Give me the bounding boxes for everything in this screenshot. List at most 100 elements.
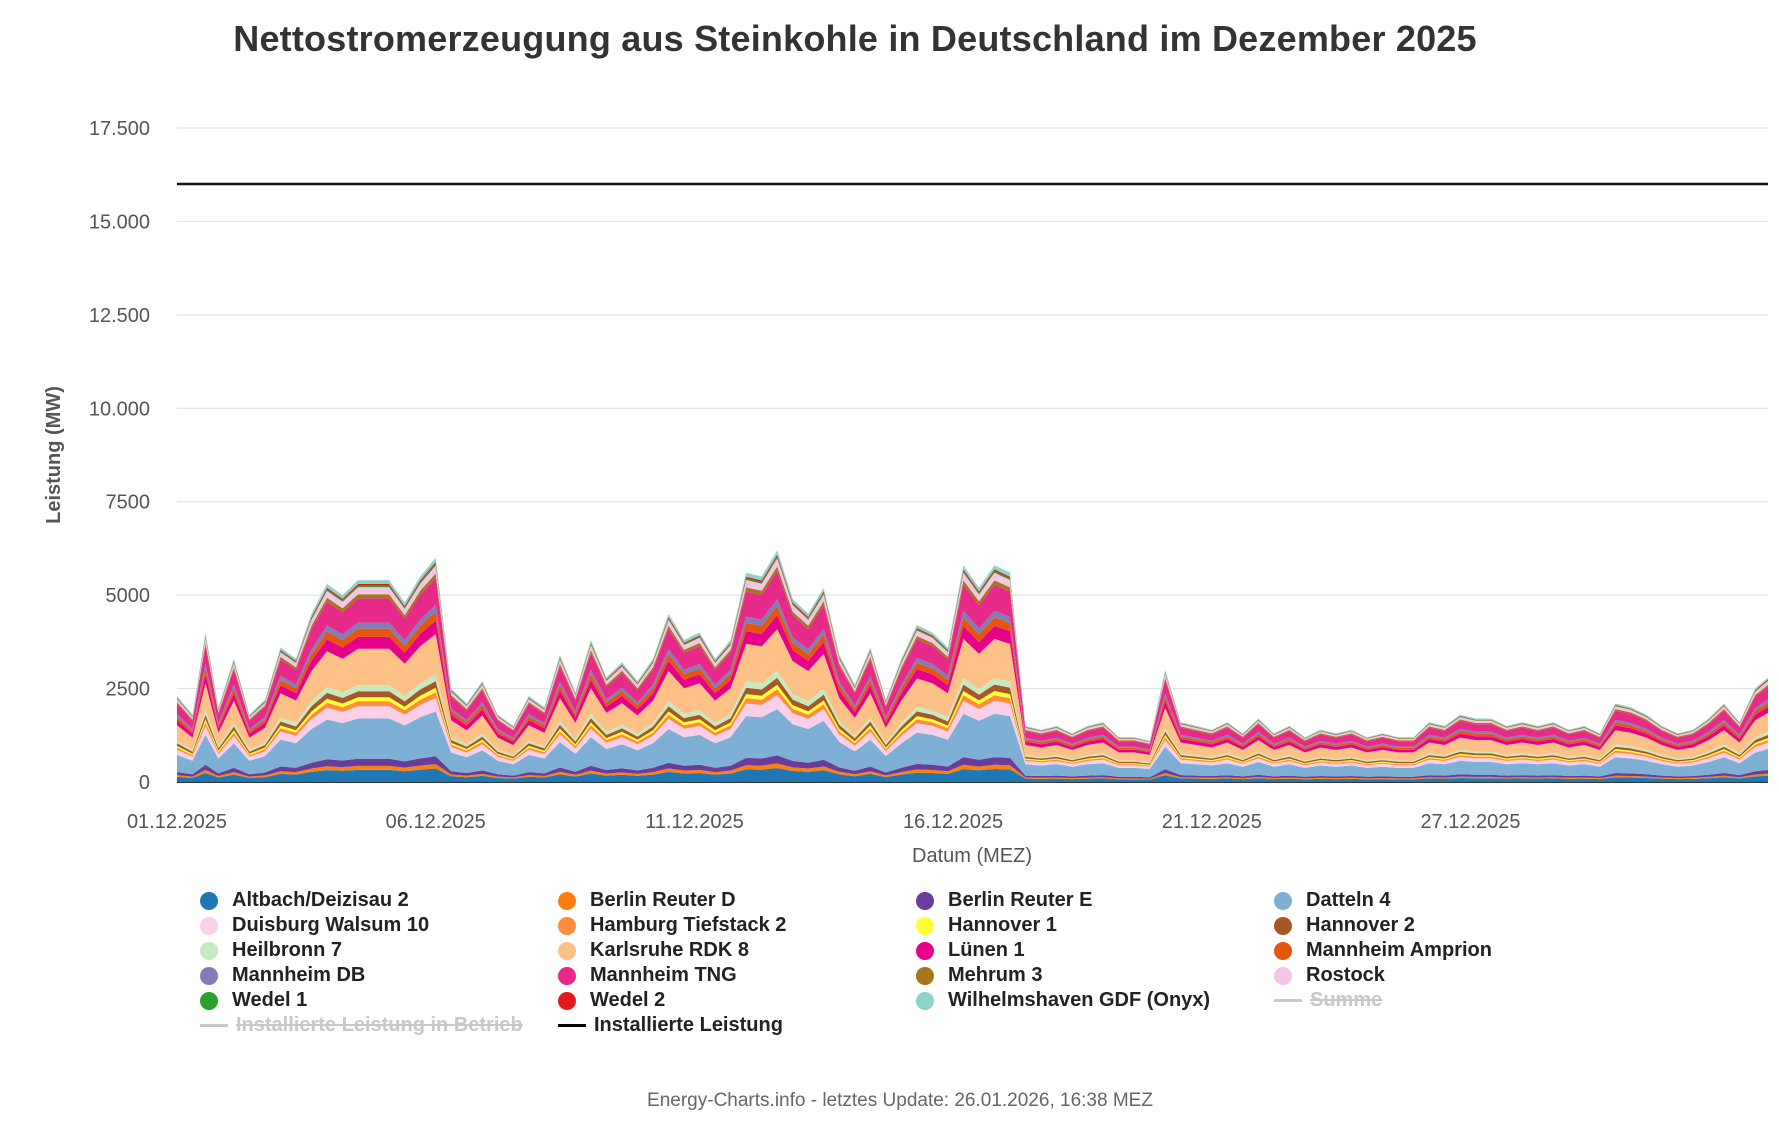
y-tick-label: 12.500 xyxy=(89,305,150,327)
y-axis-ticks: 0 2500 5000 7500 10.000 12.500 15.000 17.500 xyxy=(89,118,150,794)
area-hamburg-tiefstack-2 xyxy=(177,689,1768,767)
area-hannover-2 xyxy=(177,677,1768,765)
legend-dot-icon xyxy=(200,891,218,910)
area-berlin-reuter-d xyxy=(177,763,1768,780)
y-tick-label: 0 xyxy=(139,772,150,794)
area-altbach-deizisau-2 xyxy=(177,768,1768,782)
legend-label: Wedel 1 xyxy=(232,989,308,1011)
legend-row: Duisburg Walsum 10 Hamburg Tiefstack 2 Han… xyxy=(200,913,1640,938)
legend-item-karlsruhe-rdk-8[interactable]: Karlsruhe RDK 8 xyxy=(558,938,749,963)
legend-dot-icon xyxy=(200,966,218,985)
legend-item-hamburg-tiefstack-2[interactable]: Hamburg Tiefstack 2 xyxy=(558,913,786,938)
legend-dot-icon xyxy=(558,966,576,985)
y-tick-label: 15.000 xyxy=(89,211,150,233)
x-tick-label: 11.12.2025 xyxy=(645,811,744,833)
legend-row: Altbach/Deizisau 2 Berlin Reuter D Berlin … xyxy=(200,888,1640,913)
stacked-areas xyxy=(177,550,1768,782)
legend-label: Heilbronn 7 xyxy=(232,939,343,961)
legend-dot-icon xyxy=(916,966,934,985)
area-datteln-4 xyxy=(177,709,1768,778)
x-tick-label: 01.12.2025 xyxy=(127,811,227,833)
legend-dot-icon xyxy=(916,941,934,960)
x-tick-label: 06.12.2025 xyxy=(386,811,486,833)
legend-label: Berlin Reuter D xyxy=(590,889,736,911)
legend-label: Installierte Leistung in Betrieb xyxy=(236,1014,523,1036)
area-l-nen-1 xyxy=(177,615,1768,755)
area-heilbronn-7 xyxy=(177,670,1768,764)
legend-item-duisburg-walsum-10[interactable]: Duisburg Walsum 10 xyxy=(200,913,429,938)
y-axis-title: Leistung (MW) xyxy=(43,386,65,524)
legend-item-wedel-1[interactable]: Wedel 1 xyxy=(200,988,307,1013)
legend-item-summe[interactable]: Summe xyxy=(1274,988,1382,1013)
legend-dot-icon xyxy=(558,916,576,935)
legend-label: Mannheim DB xyxy=(232,964,366,986)
legend-item-l-nen-1[interactable]: Lünen 1 xyxy=(916,938,1025,963)
chart-legend: Altbach/Deizisau 2 Berlin Reuter D Berlin … xyxy=(200,888,1640,1038)
legend-item-hannover-1[interactable]: Hannover 1 xyxy=(916,913,1057,938)
area-karlsruhe-rdk-8 xyxy=(177,629,1768,763)
legend-row: Installierte Leistung in Betrieb Installi… xyxy=(200,1013,1640,1038)
legend-dot-icon xyxy=(558,941,576,960)
legend-item-hannover-2[interactable]: Hannover 2 xyxy=(1274,913,1415,938)
legend-item-heilbronn-7[interactable]: Heilbronn 7 xyxy=(200,938,342,963)
legend-label: Summe xyxy=(1310,989,1383,1011)
legend-label: Duisburg Walsum 10 xyxy=(232,914,430,936)
legend-label: Mehrum 3 xyxy=(948,964,1043,986)
y-tick-label: 10.000 xyxy=(89,398,150,420)
area-mannheim-tng xyxy=(177,571,1768,750)
legend-dot-icon xyxy=(558,891,576,910)
x-axis-ticks: 01.12.2025 06.12.2025 11.12.2025 16.12.2025… xyxy=(127,811,1521,833)
legend-dot-icon xyxy=(1274,941,1292,960)
legend-label: Berlin Reuter E xyxy=(948,889,1093,911)
legend-row: Mannheim DB Mannheim TNG Mehrum 3 Rostock xyxy=(200,963,1640,988)
chart-title: Nettostromerzeugung aus Steinkohle in De… xyxy=(233,18,1477,59)
y-tick-label: 2500 xyxy=(106,679,151,701)
legend-item-altbach-deizisau-2[interactable]: Altbach/Deizisau 2 xyxy=(200,888,409,913)
legend-item-mannheim-tng[interactable]: Mannheim TNG xyxy=(558,963,737,988)
legend-item-datteln-4[interactable]: Datteln 4 xyxy=(1274,888,1390,913)
legend-item-wilhelmshaven-gdf-onyx-[interactable]: Wilhelmshaven GDF (Onyx) xyxy=(916,988,1210,1013)
legend-label: Wilhelmshaven GDF (Onyx) xyxy=(948,989,1211,1011)
legend-item-installierte-leistung[interactable]: Installierte Leistung xyxy=(558,1013,783,1038)
legend-item-berlin-reuter-e[interactable]: Berlin Reuter E xyxy=(916,888,1092,913)
legend-line-icon xyxy=(1274,999,1302,1002)
legend-label: Hannover 2 xyxy=(1306,914,1415,936)
legend-label: Mannheim TNG xyxy=(590,964,737,986)
legend-item-berlin-reuter-d[interactable]: Berlin Reuter D xyxy=(558,888,736,913)
area-duisburg-walsum-10 xyxy=(177,695,1768,770)
legend-item-rostock[interactable]: Rostock xyxy=(1274,963,1385,988)
legend-label: Installierte Leistung xyxy=(594,1014,783,1036)
area-mannheim-amprion xyxy=(177,605,1768,753)
y-tick-label: 7500 xyxy=(106,492,151,514)
legend-label: Hannover 1 xyxy=(948,914,1057,936)
legend-dot-icon xyxy=(916,916,934,935)
legend-item-mehrum-3[interactable]: Mehrum 3 xyxy=(916,963,1042,988)
legend-dot-icon xyxy=(558,991,576,1010)
legend-label: Karlsruhe RDK 8 xyxy=(590,939,749,961)
legend-label: Wedel 2 xyxy=(590,989,666,1011)
legend-dot-icon xyxy=(200,991,218,1010)
legend-label: Mannheim Amprion xyxy=(1306,939,1492,961)
legend-dot-icon xyxy=(1274,966,1292,985)
x-tick-label: 16.12.2025 xyxy=(903,811,1003,833)
legend-item-wedel-2[interactable]: Wedel 2 xyxy=(558,988,665,1013)
x-tick-label: 21.12.2025 xyxy=(1162,811,1262,833)
legend-item-mannheim-amprion[interactable]: Mannheim Amprion xyxy=(1274,938,1492,963)
legend-line-icon xyxy=(200,1024,228,1027)
area-berlin-reuter-e xyxy=(177,755,1768,779)
legend-line-icon xyxy=(558,1024,586,1027)
legend-dot-icon xyxy=(916,991,934,1010)
legend-row: Wedel 1 Wedel 2 Wilhelmshaven GDF (Onyx) Su… xyxy=(200,988,1640,1013)
x-axis-title: Datum (MEZ) xyxy=(912,845,1032,867)
legend-item-installierte-leistung-in-betrieb[interactable]: Installierte Leistung in Betrieb xyxy=(200,1013,523,1038)
legend-dot-icon xyxy=(1274,891,1292,910)
legend-dot-icon xyxy=(1274,916,1292,935)
x-tick-label: 27.12.2025 xyxy=(1420,811,1520,833)
legend-label: Hamburg Tiefstack 2 xyxy=(590,914,787,936)
source-footer: Energy-Charts.info - letztes Update: 26.… xyxy=(647,1090,1153,1111)
y-tick-label: 17.500 xyxy=(89,118,150,140)
legend-dot-icon xyxy=(200,916,218,935)
legend-label: Altbach/Deizisau 2 xyxy=(232,889,409,911)
legend-item-mannheim-db[interactable]: Mannheim DB xyxy=(200,963,365,988)
